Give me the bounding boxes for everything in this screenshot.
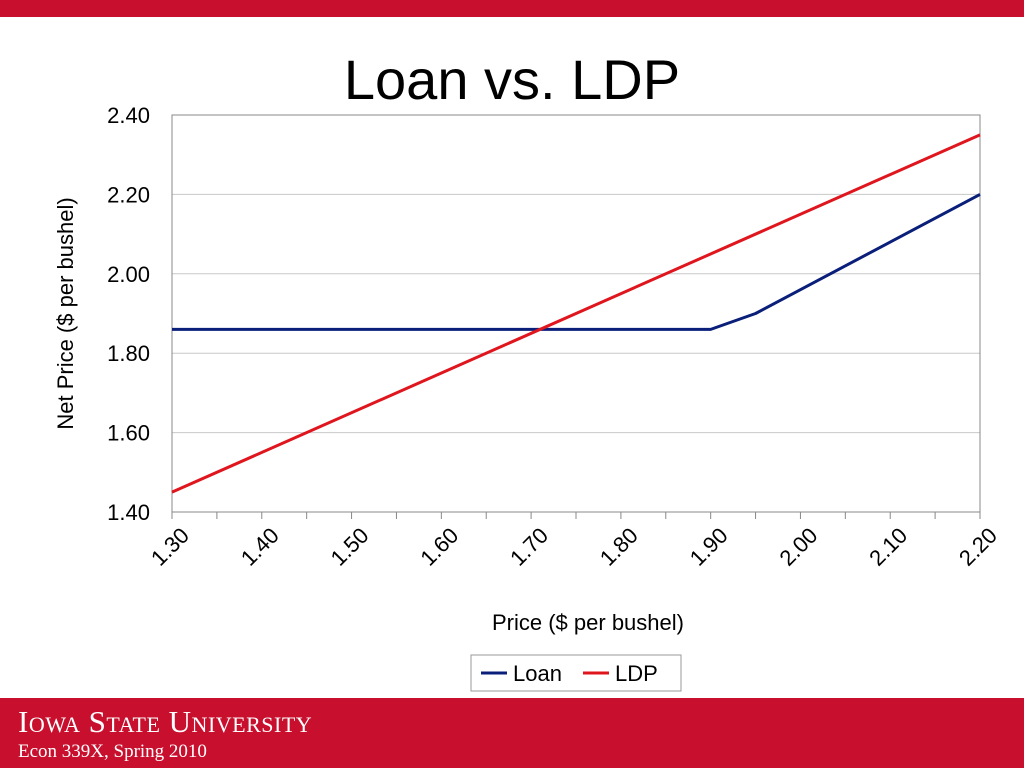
x-tick-label: 1.80 (595, 523, 643, 571)
y-tick-label: 2.00 (107, 262, 150, 287)
x-tick-label: 2.20 (954, 523, 1002, 571)
x-tick-label: 2.00 (774, 523, 822, 571)
series-line-loan (172, 193, 981, 331)
x-tick-label: 1.50 (326, 523, 374, 571)
x-tick-label: 1.90 (685, 523, 733, 571)
x-tick-label: 1.70 (505, 523, 553, 571)
chart-legend: Loan LDP (470, 654, 682, 692)
slide-title: Loan vs. LDP (343, 48, 681, 111)
university-wordmark: Iowa State University (18, 704, 313, 739)
y-tick-label: 1.80 (107, 341, 150, 366)
grid-lines (172, 114, 980, 434)
y-tick-label: 2.40 (107, 103, 150, 128)
y-axis-tick-labels: 1.40 1.60 1.80 2.00 2.20 2.40 (107, 103, 150, 525)
series-lines (171, 133, 981, 494)
course-label: Econ 339X, Spring 2010 (18, 741, 207, 762)
legend-label-ldp: LDP (615, 661, 658, 686)
x-axis-ticks (171, 512, 981, 519)
x-tick-label: 1.40 (236, 523, 284, 571)
y-tick-label: 2.20 (107, 182, 150, 207)
footer-bar: Iowa State University Econ 339X, Spring … (0, 698, 1024, 768)
x-tick-label: 2.10 (864, 523, 912, 571)
x-axis-tick-labels: 1.30 1.40 1.50 1.60 1.70 1.80 1.90 2.00 2.10 2.20 (146, 523, 1002, 571)
y-axis-label: Net Price ($ per bushel) (53, 197, 78, 429)
x-tick-label: 1.30 (146, 523, 194, 571)
series-line-ldp (171, 133, 981, 494)
x-axis-label: Price ($ per bushel) (492, 610, 684, 635)
y-tick-label: 1.40 (107, 500, 150, 525)
y-tick-label: 1.60 (107, 421, 150, 446)
line-chart: 1.401.601.802.002.202.40 1.30 1.40 1.50 1.6… (53, 103, 1002, 692)
x-tick-label: 1.60 (415, 523, 463, 571)
top-brand-bar (0, 0, 1024, 17)
legend-label-loan: Loan (513, 661, 562, 686)
